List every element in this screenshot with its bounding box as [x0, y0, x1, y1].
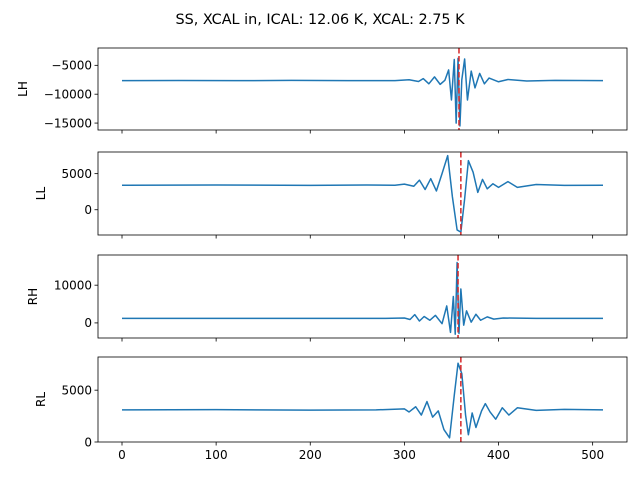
x-tick-label: 500 [581, 448, 604, 462]
x-tick-label: 300 [393, 448, 416, 462]
ll-series-line [121, 154, 604, 233]
figure-title: SS, XCAL in, ICAL: 12.06 K, XCAL: 2.75 K [175, 12, 465, 28]
x-tick-label: 400 [487, 448, 510, 462]
lh-axes-frame [97, 47, 628, 131]
rh-series-line [122, 261, 603, 335]
ll-ytick-label: 5000 [61, 167, 92, 181]
lh-ytick-label: −5000 [51, 59, 92, 73]
subplots: −15000−10000−5000LH05000LL010000RH050000… [16, 47, 628, 462]
rh-ylabel: RH [26, 288, 40, 305]
x-tick-label: 0 [118, 448, 126, 462]
subplot-rh: 0 10000 RH [26, 254, 628, 342]
ll-ytick-label: 0 [84, 203, 92, 217]
rl-ylabel: RL [34, 392, 48, 407]
subplot-ll: 0 5000 LL [34, 151, 628, 239]
rl-ytick-label: 5000 [61, 383, 92, 397]
rh-ytick-label: 0 [84, 316, 92, 330]
lh-ytick-label: −10000 [44, 87, 92, 101]
rh-axes-frame [97, 254, 628, 339]
lh-series-line [121, 57, 604, 127]
ll-ylabel: LL [34, 187, 48, 201]
rl-axes-frame [97, 356, 628, 443]
rl-ytick-label: 0 [84, 435, 92, 449]
lh-ytick-label: −15000 [44, 116, 92, 130]
lh-ylabel: LH [16, 81, 30, 97]
rh-ytick-label: 10000 [54, 278, 92, 292]
subplot-lh: −15000 −10000 −5000 LH [16, 47, 628, 134]
ll-axes-frame [97, 151, 628, 236]
x-tick-label: 100 [205, 448, 228, 462]
subplot-rl: 0 5000 0 100 200 300 400 500 RL [34, 356, 628, 462]
rl-series-line [121, 362, 604, 439]
x-tick-label: 200 [299, 448, 322, 462]
